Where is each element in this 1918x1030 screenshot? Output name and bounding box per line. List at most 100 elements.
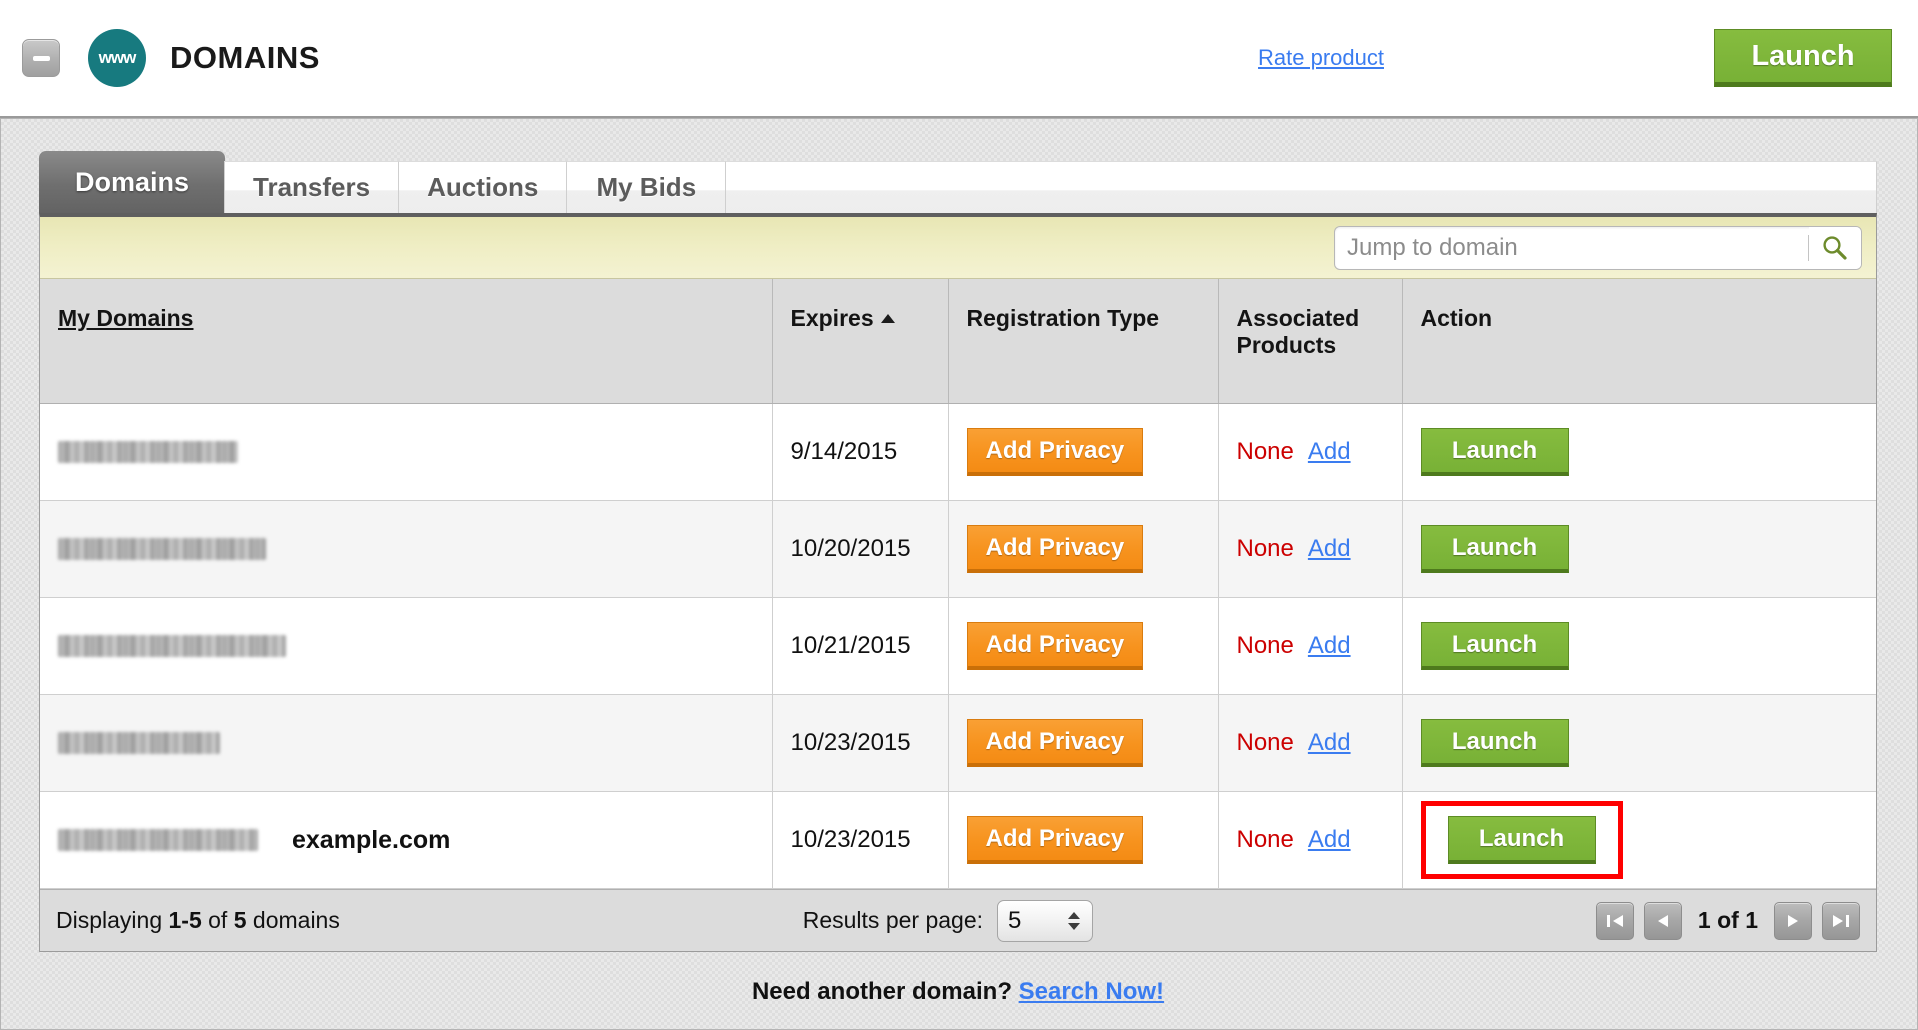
cell-registration-type: Add Privacy: [948, 500, 1219, 598]
column-header-my-domains[interactable]: My Domains: [40, 279, 773, 404]
rate-product-link[interactable]: Rate product: [1258, 45, 1384, 70]
tab-my-bids[interactable]: My Bids: [566, 161, 727, 213]
domains-table: My Domains Expires Registration Type Ass…: [40, 279, 1876, 889]
app-header: www DOMAINS Rate product Launch: [0, 0, 1918, 118]
column-header-expires-label: Expires: [790, 305, 874, 331]
tab-transfers[interactable]: Transfers: [224, 161, 400, 213]
pagination-prev-button[interactable]: [1643, 901, 1682, 940]
tab-auctions-label: Auctions: [427, 172, 539, 202]
sort-ascending-icon: [880, 314, 895, 323]
associated-products-add-link[interactable]: Add: [1307, 632, 1351, 659]
results-per-page-value: 5: [1008, 906, 1022, 934]
cell-domain: example.com: [40, 791, 773, 889]
table-row: 9/14/2015 Add Privacy None Add Launch: [40, 403, 1876, 501]
table-row: example.com 10/23/2015 Add Privacy None …: [40, 791, 1876, 889]
search-box[interactable]: [1334, 225, 1862, 270]
row-launch-button[interactable]: Launch: [1420, 622, 1569, 670]
associated-products-add-link[interactable]: Add: [1307, 438, 1351, 465]
pagination-next-button[interactable]: [1774, 901, 1812, 940]
search-button[interactable]: [1809, 226, 1861, 269]
cell-registration-type: Add Privacy: [948, 694, 1219, 792]
add-privacy-button[interactable]: Add Privacy: [966, 816, 1144, 864]
pagination: 1 of 1: [1595, 901, 1860, 940]
cell-expires: 9/14/2015: [772, 403, 949, 501]
associated-products-value: None: [1236, 535, 1294, 562]
displaying-range: 1-5: [168, 907, 202, 933]
column-header-action[interactable]: Action: [1402, 279, 1876, 404]
stepper-arrows-icon: [1068, 911, 1081, 930]
cell-domain: [40, 597, 773, 695]
domain-name-redacted: [58, 538, 266, 560]
row-launch-button-highlighted[interactable]: Launch: [1447, 816, 1596, 864]
www-logo-text: www: [98, 48, 137, 67]
table-row: 10/20/2015 Add Privacy None Add Launch: [40, 500, 1876, 598]
search-now-link[interactable]: Search Now!: [1018, 978, 1165, 1005]
column-header-associated-products-label: Associated Products: [1236, 305, 1360, 358]
search-strip: [40, 217, 1876, 279]
associated-products-add-link[interactable]: Add: [1307, 729, 1351, 756]
search-icon: [1823, 235, 1847, 260]
column-header-associated-products[interactable]: Associated Products: [1218, 279, 1403, 404]
row-launch-button[interactable]: Launch: [1420, 719, 1569, 767]
table-footer: Displaying 1-5 of 5 domains Results per …: [40, 889, 1876, 951]
tab-auctions[interactable]: Auctions: [398, 161, 568, 213]
header-launch-button[interactable]: Launch: [1714, 29, 1892, 87]
associated-products-add-link[interactable]: Add: [1307, 535, 1351, 562]
results-per-page-select[interactable]: 5: [997, 899, 1094, 942]
column-header-expires[interactable]: Expires: [772, 279, 949, 404]
row-launch-button[interactable]: Launch: [1420, 525, 1569, 573]
cell-action: Launch: [1402, 403, 1876, 501]
displaying-total: 5: [233, 907, 247, 933]
table-row: 10/21/2015 Add Privacy None Add Launch: [40, 597, 1876, 695]
associated-products-add-link[interactable]: Add: [1307, 826, 1351, 853]
domain-name-redacted: [58, 732, 220, 754]
displaying-suffix: domains: [246, 907, 340, 933]
results-per-page-label: Results per page:: [802, 907, 984, 933]
displaying-status: Displaying 1-5 of 5 domains: [56, 907, 340, 934]
highlight-annotation: Launch: [1420, 801, 1623, 879]
cell-registration-type: Add Privacy: [948, 597, 1219, 695]
cell-registration-type: Add Privacy: [948, 791, 1219, 889]
column-header-my-domains-label[interactable]: My Domains: [58, 305, 194, 331]
pagination-first-button[interactable]: [1595, 901, 1634, 940]
cell-associated-products: None Add: [1218, 403, 1403, 501]
pagination-page-label: 1 of 1: [1697, 907, 1758, 933]
column-header-registration-type-label: Registration Type: [966, 305, 1160, 331]
tab-transfers-label: Transfers: [253, 172, 371, 202]
cell-associated-products: None Add: [1218, 791, 1403, 889]
next-page-icon: [1788, 914, 1798, 927]
associated-products-value: None: [1236, 826, 1294, 853]
cell-action: Launch: [1402, 791, 1876, 889]
add-privacy-button[interactable]: Add Privacy: [966, 428, 1144, 476]
collapse-button[interactable]: [22, 39, 60, 77]
search-input[interactable]: [1335, 226, 1808, 269]
associated-products-value: None: [1236, 438, 1294, 465]
cell-associated-products: None Add: [1218, 500, 1403, 598]
associated-products-value: None: [1236, 729, 1294, 756]
pagination-last-button[interactable]: [1822, 901, 1860, 940]
table-header-row: My Domains Expires Registration Type Ass…: [40, 279, 1876, 404]
need-another-domain-text: Need another domain?: [751, 978, 1019, 1005]
page-title: DOMAINS: [170, 40, 320, 75]
column-header-registration-type[interactable]: Registration Type: [948, 279, 1219, 404]
add-privacy-button[interactable]: Add Privacy: [966, 622, 1144, 670]
tab-domains[interactable]: Domains: [39, 151, 225, 213]
tab-domains-label: Domains: [74, 166, 190, 197]
displaying-middle: of: [201, 907, 234, 933]
cell-expires: 10/20/2015: [772, 500, 949, 598]
add-privacy-button[interactable]: Add Privacy: [966, 525, 1144, 573]
cell-domain: [40, 694, 773, 792]
tab-bar-filler: [726, 161, 1877, 213]
cell-associated-products: None Add: [1218, 597, 1403, 695]
tab-my-bids-label: My Bids: [596, 172, 697, 202]
main-panel: Domains Transfers Auctions My Bids: [0, 118, 1918, 1030]
domain-extra-label: example.com: [292, 825, 451, 854]
need-another-domain-note: Need another domain? Search Now!: [39, 952, 1877, 1006]
add-privacy-button[interactable]: Add Privacy: [966, 719, 1144, 767]
cell-action: Launch: [1402, 500, 1876, 598]
cell-domain: [40, 500, 773, 598]
cell-expires: 10/23/2015: [772, 694, 949, 792]
domain-name-redacted: [58, 829, 258, 851]
tab-bar: Domains Transfers Auctions My Bids: [39, 151, 1877, 213]
row-launch-button[interactable]: Launch: [1420, 428, 1569, 476]
